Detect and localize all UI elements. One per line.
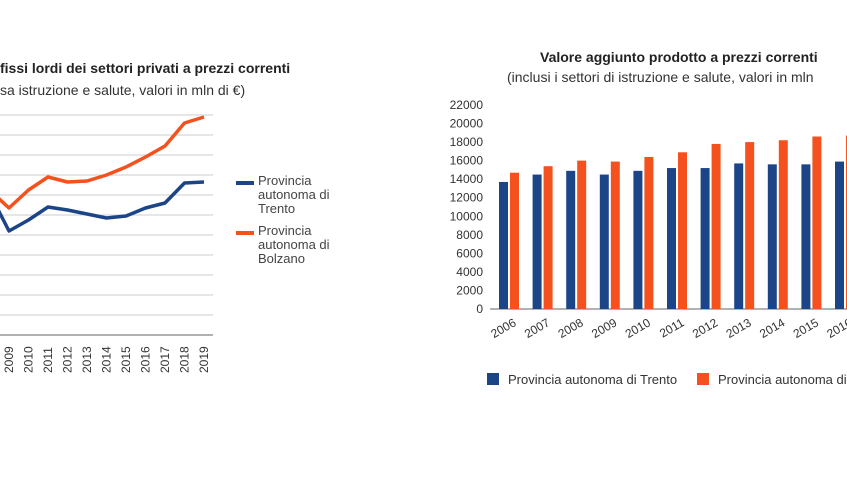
bar <box>510 172 519 309</box>
bar <box>801 164 811 309</box>
y-tick-label: 8000 <box>456 228 483 242</box>
bar <box>499 181 508 309</box>
bar <box>644 156 654 309</box>
x-tick-label: 2007 <box>522 315 552 341</box>
bar <box>734 163 744 309</box>
x-tick-label: 2009 <box>589 315 619 341</box>
bar <box>532 174 542 309</box>
chart-title: fissi lordi dei settori privati a prezzi… <box>0 60 290 76</box>
y-tick-label: 4000 <box>456 265 483 279</box>
bar <box>599 174 609 309</box>
x-tick-label: 2013 <box>724 315 754 341</box>
legend-label: Provincia autonoma di Trento <box>258 173 330 216</box>
bar <box>633 170 643 309</box>
chart-subtitle: sa istruzione e salute, valori in mln di… <box>0 82 245 98</box>
line-series <box>0 115 205 210</box>
bar <box>667 168 676 309</box>
chart-title: Valore aggiunto prodotto a prezzi corren… <box>540 49 818 65</box>
y-tick-label: 20000 <box>450 117 484 131</box>
x-tick-label: 2016 <box>139 346 153 373</box>
legend-label: Provincia autonoma di Trento <box>508 372 677 387</box>
bar <box>778 140 788 309</box>
x-tick-label: 2009 <box>2 346 16 373</box>
y-tick-label: 22000 <box>450 98 484 112</box>
y-tick-label: 18000 <box>450 135 484 149</box>
legend-label: Provincia autonoma di Bolzano <box>718 372 847 387</box>
legend-label: Provincia autonoma di Bolzano <box>258 223 330 266</box>
bar <box>767 164 777 309</box>
y-tick-label: 16000 <box>450 154 484 168</box>
x-tick-label: 2014 <box>757 315 787 341</box>
x-tick-label: 2017 <box>158 346 172 373</box>
x-tick-label: 2006 <box>488 315 518 341</box>
y-tick-label: 12000 <box>450 191 484 205</box>
x-tick-label: 2008 <box>556 315 586 341</box>
y-tick-label: 14000 <box>450 172 484 186</box>
x-tick-label: 2019 <box>197 346 211 373</box>
bar <box>610 161 620 309</box>
x-tick-label: 2016 <box>824 315 847 341</box>
y-tick-label: 10000 <box>450 209 484 223</box>
legend-swatch <box>697 373 709 385</box>
bar <box>678 152 687 309</box>
x-tick-label: 2011 <box>41 347 55 373</box>
bar <box>812 136 822 309</box>
x-tick-label: 2010 <box>22 346 36 373</box>
bar <box>711 143 721 309</box>
x-tick-label: 2012 <box>690 315 720 341</box>
bar <box>543 166 553 309</box>
y-tick-label: 2000 <box>456 283 483 297</box>
x-tick-label: 2018 <box>178 346 192 373</box>
chart-subtitle: (inclusi i settori di istruzione e salut… <box>507 69 814 85</box>
bar <box>745 142 755 309</box>
x-tick-label: 2015 <box>791 315 821 341</box>
x-tick-label: 2012 <box>61 346 75 373</box>
x-tick-label: 2011 <box>657 315 687 340</box>
y-tick-label: 6000 <box>456 246 483 260</box>
x-tick-label: 2015 <box>119 346 133 373</box>
bar <box>835 161 844 309</box>
legend-swatch <box>487 373 499 385</box>
bar <box>566 170 576 309</box>
y-tick-label: 0 <box>476 302 483 316</box>
bar <box>577 160 587 309</box>
x-tick-label: 2013 <box>80 346 94 373</box>
x-tick-label: 2010 <box>623 315 653 341</box>
bar <box>700 168 710 309</box>
x-tick-label: 2014 <box>100 346 114 373</box>
line-series <box>0 180 205 233</box>
